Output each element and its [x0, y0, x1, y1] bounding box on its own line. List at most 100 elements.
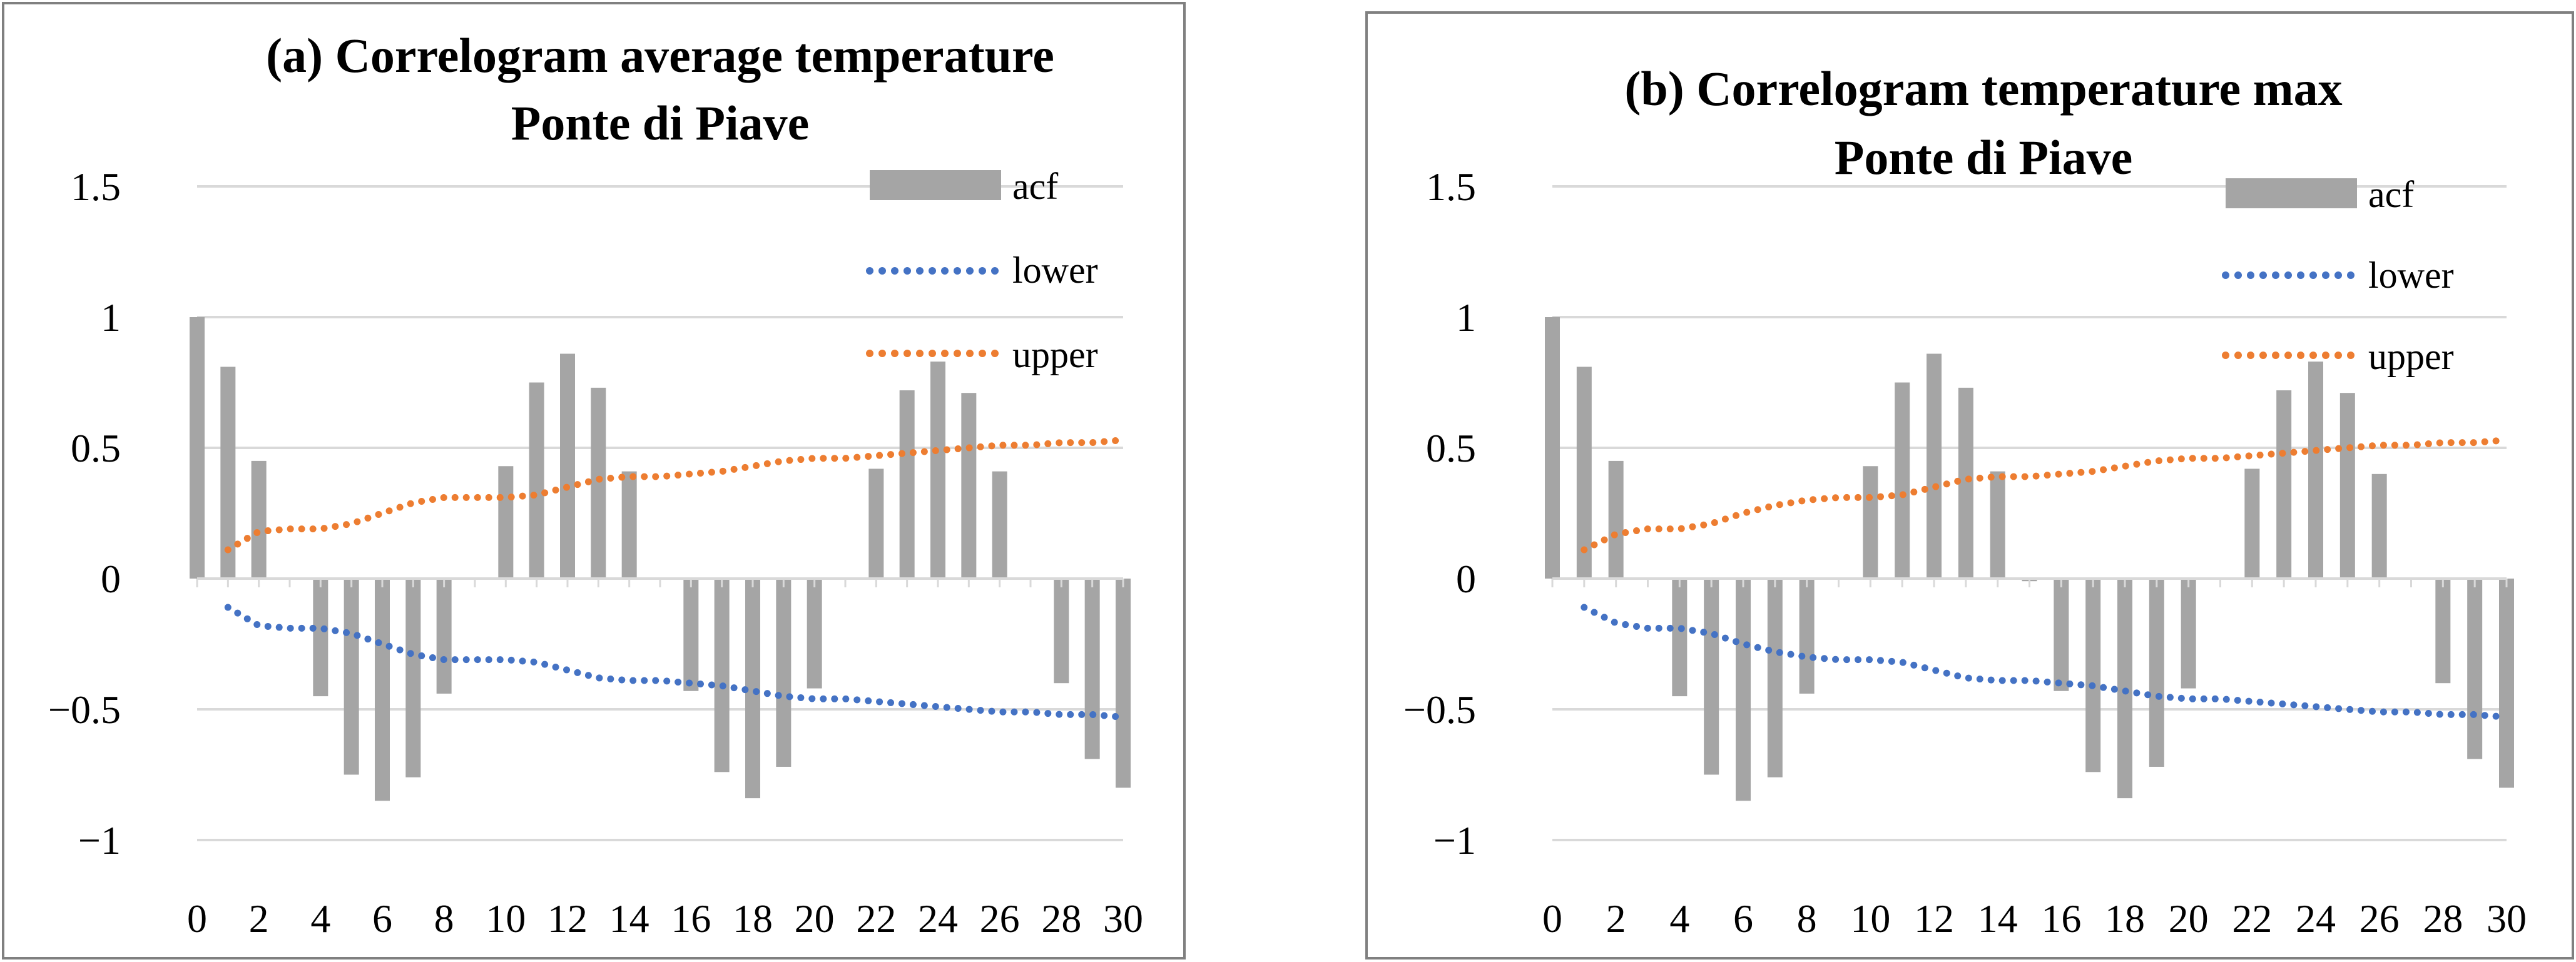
panel-b-x-tick-11: 22 — [2232, 896, 2272, 941]
panel-a-legend-upper-label: upper — [1012, 334, 1098, 375]
panel-b-acf-bar-16 — [2054, 579, 2069, 691]
panel-b-x-tick-9: 18 — [2105, 896, 2145, 941]
panel-a-x-tick-labels: 0 2 4 6 8 10 12 14 16 18 20 22 24 26 28 30 — [187, 896, 1143, 941]
panel-a-acf-bar-7 — [405, 579, 421, 777]
panel-a-x-tick-7: 14 — [609, 896, 649, 941]
panel-b-y-tick-1: 1 — [1456, 295, 1476, 340]
panel-b-upper-series — [1581, 437, 2510, 554]
panel-b-lower-line — [1581, 604, 2510, 721]
panel-b-legend: acf lower upper — [2222, 174, 2454, 377]
panel-b-x-tick-3: 6 — [1733, 896, 1753, 941]
panel-b-x-tick-labels: 0 2 4 6 8 10 12 14 16 18 20 22 24 26 28 30 — [1542, 896, 2527, 941]
panel-b-acf-bars — [1545, 317, 2514, 801]
panel-a-x-tick-14: 28 — [1041, 896, 1081, 941]
panel-a: (a) Correlogram average temperature Pont… — [2, 2, 1186, 959]
panel-a-x-tick-9: 18 — [733, 896, 773, 941]
panel-a-x-tick-3: 6 — [372, 896, 392, 941]
panel-a-acf-bar-23 — [899, 390, 915, 579]
panel-a-acf-bar-10 — [498, 466, 514, 579]
panel-b-legend-acf-label: acf — [2368, 174, 2414, 215]
panel-b-acf-bar-30 — [2499, 579, 2514, 788]
panel-b-lower-series — [1581, 604, 2510, 721]
panel-a-x-tick-4: 8 — [434, 896, 454, 941]
panel-b-acf-bar-29 — [2467, 579, 2483, 759]
panel-a-y-tick-5: −1 — [78, 818, 121, 863]
panel-b-acf-bar-7 — [1767, 579, 1783, 777]
panel-b-legend-lower-label: lower — [2368, 255, 2454, 296]
panel-a-title-line-2: Ponte di Piave — [511, 96, 810, 150]
panel-a-lower-series — [224, 604, 1127, 721]
panel-a-x-tick-2: 4 — [310, 896, 330, 941]
panel-b-x-axis — [1551, 577, 2508, 587]
panel-b-y-tick-labels: 1.5 1 0.5 0 −0.5 −1 — [1403, 165, 1476, 863]
panel-a-acf-bar-29 — [1084, 579, 1100, 759]
panel-a-acf-bar-12 — [560, 353, 575, 579]
panel-b-upper-line — [1581, 437, 2510, 554]
panel-a-y-tick-3: 0 — [101, 557, 121, 601]
panel-a-legend: acf lower upper — [866, 166, 1098, 375]
panel-a-acf-bar-25 — [961, 393, 977, 579]
panel-b-x-tick-2: 4 — [1669, 896, 1689, 941]
panel-b-acf-bar-14 — [1990, 471, 2005, 579]
panel-a-acf-bar-16 — [683, 579, 699, 691]
panel-b-acf-bar-19 — [2149, 579, 2164, 767]
panel-b-x-tick-6: 12 — [1914, 896, 1954, 941]
panel-b-y-tick-5: −1 — [1433, 818, 1476, 863]
panel-a-acf-bar-30 — [1116, 579, 1131, 788]
panel-b-x-tick-14: 28 — [2423, 896, 2463, 941]
panel-b-x-tick-15: 30 — [2487, 896, 2527, 941]
panel-a-acf-bar-28 — [1054, 579, 1069, 684]
panel-a-y-tick-1: 1 — [101, 295, 121, 340]
panel-b-acf-bar-4 — [1672, 579, 1688, 697]
panel-a-acf-bar-14 — [621, 471, 637, 579]
panel-b-acf-bar-11 — [1895, 382, 1910, 579]
panel-a-x-tick-15: 30 — [1103, 896, 1143, 941]
panel-a-acf-bar-11 — [529, 382, 544, 579]
panel-a-acf-bar-19 — [776, 579, 792, 767]
panel-b-acf-bar-2 — [1608, 460, 1624, 579]
panel-a-y-tick-0: 1.5 — [71, 165, 121, 209]
panel-b-acf-bar-5 — [1704, 579, 1719, 775]
panel-b-acf-bar-8 — [1799, 579, 1815, 694]
panel-b-y-tick-3: 0 — [1456, 557, 1476, 601]
panel-a-x-tick-12: 24 — [918, 896, 958, 941]
panel-a-upper-series — [224, 437, 1127, 554]
panel-b-x-tick-10: 20 — [2169, 896, 2209, 941]
panel-a-x-tick-5: 10 — [486, 896, 526, 941]
panel-b-x-tick-12: 24 — [2296, 896, 2336, 941]
panel-a-acf-bar-24 — [930, 362, 945, 579]
panel-b-x-tick-5: 10 — [1850, 896, 1890, 941]
panel-b-x-tick-8: 16 — [2041, 896, 2081, 941]
panel-a-acf-bar-1 — [220, 367, 236, 579]
panel-a-acf-bar-4 — [313, 579, 328, 697]
panel-b: (b) Correlogram temperature max Ponte di… — [1365, 11, 2574, 959]
panel-a-legend-acf-swatch — [870, 170, 1001, 200]
panel-a-acf-bar-20 — [807, 579, 822, 689]
panel-b-acf-bar-20 — [2181, 579, 2196, 689]
panel-a-acf-bar-2 — [251, 460, 267, 579]
panel-b-y-tick-4: −0.5 — [1403, 687, 1476, 732]
panel-b-acf-bar-17 — [2085, 579, 2101, 772]
panel-b-legend-upper-label: upper — [2368, 336, 2454, 377]
panel-a-acf-bar-13 — [591, 387, 606, 579]
panel-b-x-tick-13: 26 — [2360, 896, 2400, 941]
panel-a-acf-bar-26 — [992, 471, 1007, 579]
panel-a-x-tick-13: 26 — [980, 896, 1020, 941]
panel-b-acf-bar-6 — [1736, 579, 1751, 801]
panel-a-legend-lower-label: lower — [1012, 250, 1098, 291]
panel-b-y-tick-2: 0.5 — [1426, 426, 1476, 470]
panel-b-x-tick-1: 2 — [1606, 896, 1626, 941]
panel-b-x-tick-7: 14 — [1978, 896, 2018, 941]
panel-b-acf-bar-26 — [2371, 473, 2387, 579]
panel-b-y-tick-0: 1.5 — [1426, 165, 1476, 209]
panel-a-acf-bar-22 — [868, 468, 884, 579]
panel-a-y-tick-2: 0.5 — [71, 426, 121, 470]
panel-a-acf-bar-5 — [344, 579, 359, 775]
panel-b-acf-bar-13 — [1958, 387, 1973, 579]
panel-b-acf-bar-25 — [2339, 393, 2355, 579]
panel-a-acf-bar-17 — [714, 579, 730, 772]
panel-a-x-tick-11: 22 — [856, 896, 896, 941]
panel-b-acf-bar-23 — [2276, 390, 2292, 579]
panel-a-acf-bars — [190, 317, 1131, 801]
